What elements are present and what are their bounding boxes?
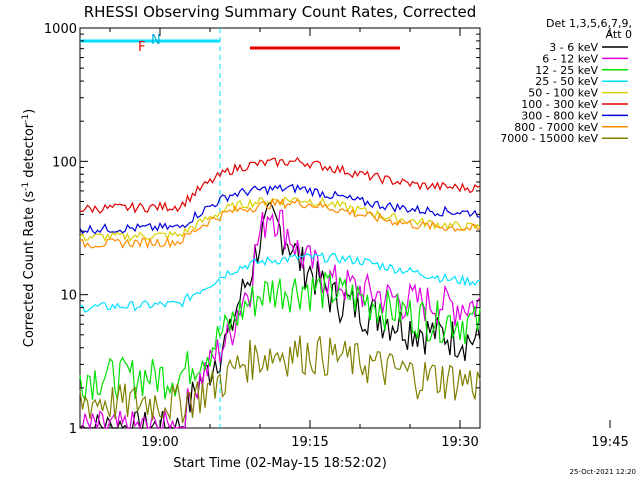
- x-tick-label: 19:30: [441, 435, 478, 450]
- legend-label: 25 - 50 keV: [535, 75, 598, 88]
- y-axis-label: Corrected Count Rate (s-1 detector-1): [21, 109, 37, 347]
- x-tick-label: 19:15: [291, 435, 328, 450]
- series-line: [79, 201, 481, 430]
- plot-area: [79, 27, 481, 431]
- legend-label: 7000 - 15000 keV: [500, 132, 598, 145]
- series-line: [79, 335, 481, 424]
- legend-label: 3 - 6 keV: [549, 41, 598, 54]
- series-line: [79, 252, 481, 313]
- y-tick-label: 1000: [44, 22, 77, 37]
- y-tick-label: 10: [60, 289, 77, 304]
- series-line: [79, 272, 481, 403]
- legend-label: 12 - 25 keV: [535, 64, 598, 77]
- legend-label: 300 - 800 keV: [521, 109, 598, 122]
- x-axis-label: Start Time (02-May-15 18:52:02): [173, 456, 387, 471]
- plot-frame: [79, 27, 481, 429]
- y-tick-label: 100: [52, 155, 77, 170]
- series-line: [79, 196, 481, 243]
- x-tick-label: 19:00: [141, 435, 178, 450]
- flag-n-label: N: [151, 33, 161, 48]
- chart-title: RHESSI Observing Summary Count Rates, Co…: [84, 3, 477, 21]
- y-tick-label: 1: [69, 422, 77, 437]
- series-line: [80, 156, 481, 214]
- legend-label: 100 - 300 keV: [521, 98, 598, 111]
- detector-info-line-2: Att 0: [606, 28, 632, 41]
- series-line: [80, 209, 481, 431]
- series-line: [79, 183, 481, 235]
- x-tick-label: 19:45: [591, 435, 628, 450]
- flag-f-label: F: [138, 40, 145, 55]
- series-line: [79, 197, 481, 250]
- plot-timestamp: 25-Oct-2021 12:20: [570, 468, 636, 476]
- legend-label: 50 - 100 keV: [528, 87, 598, 100]
- detector-info-line-1: Det 1,3,5,6,7,9,: [546, 17, 632, 30]
- legend-label: 6 - 12 keV: [542, 52, 598, 65]
- legend-label: 800 - 7000 keV: [514, 121, 598, 134]
- y-axis: 1 10 100 1000: [44, 22, 480, 437]
